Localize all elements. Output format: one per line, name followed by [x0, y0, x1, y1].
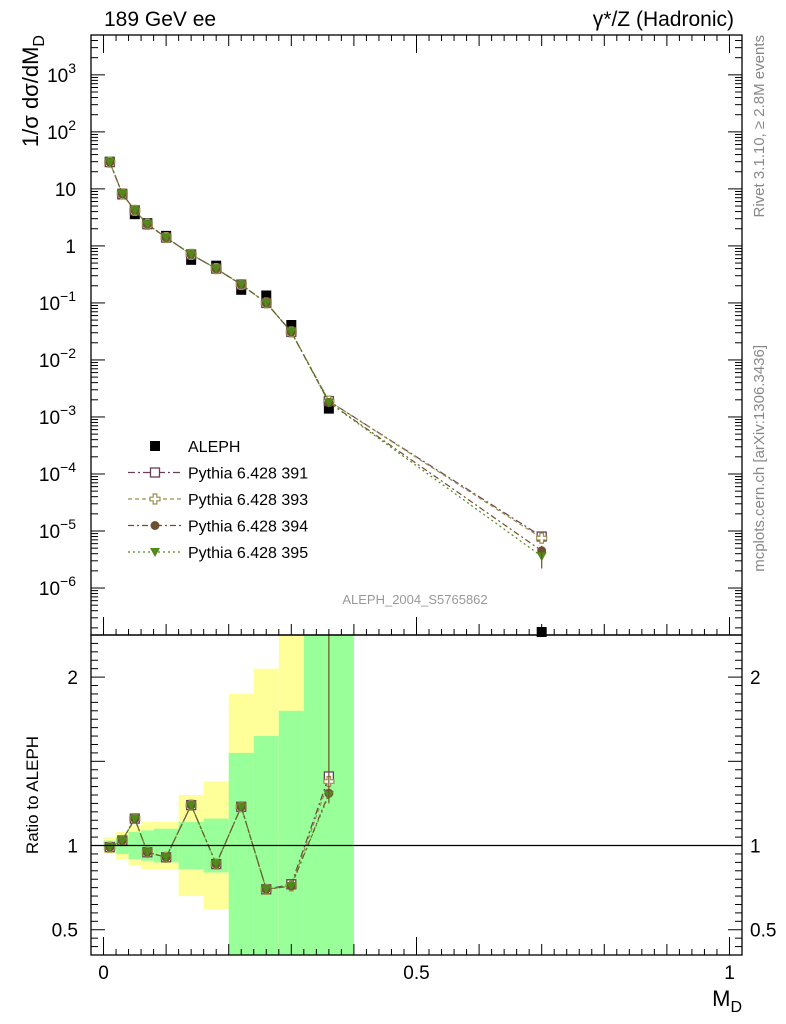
ratio-point-3-9 [286, 881, 297, 891]
band-inner-7 [228, 752, 254, 955]
main-point-3-3 [142, 220, 153, 230]
ratio-point-3-8 [261, 885, 272, 895]
side-label-top: Rivet 3.1.10, ≥ 2.8M events [751, 35, 768, 218]
axis-ticks [90, 34, 743, 956]
x-tick-label: 1 [724, 963, 735, 984]
ratio-point-3-5 [186, 801, 197, 811]
legend-label-2: Pythia 6.428 393 [188, 492, 308, 509]
main-point-3-0 [104, 158, 115, 168]
band-inner-9 [278, 710, 304, 955]
y-axis-label-ratio: Ratio to ALEPH [23, 736, 42, 854]
main-line-3 [109, 161, 543, 557]
main-series-group [104, 156, 548, 637]
x-tick-label: 0 [98, 963, 109, 984]
legend-label-4: Pythia 6.428 395 [188, 545, 308, 562]
main-point-3-9 [286, 327, 297, 337]
ratio-point-3-7 [236, 802, 247, 812]
ratio-point-3-1 [117, 836, 128, 846]
legend-label-1: Pythia 6.428 391 [188, 466, 308, 483]
legend: ALEPH Pythia 6.428 391 Pythia 6.428 393 Pyt… [128, 439, 308, 562]
side-label-bottom: mcplots.cern.ch [arXiv:1306.3436] [751, 345, 768, 572]
x-axis-label: MD [712, 986, 742, 1016]
y-tick-label-main: 10−2 [39, 345, 76, 372]
main-point-1-11 [536, 532, 548, 544]
y-tick-label-ratio-right: 0.5 [750, 921, 776, 942]
main-point-3-6 [211, 264, 222, 274]
legend-label-0: ALEPH [188, 439, 240, 456]
main-line-0 [109, 161, 543, 538]
y-tick-label-main: 103 [47, 60, 76, 87]
legend-marker-4 [150, 548, 160, 557]
ratio-point-3-6 [211, 860, 222, 870]
data-point-9 [286, 320, 297, 331]
y-axis-label-main: 1/σ dσ/dMD [18, 35, 48, 147]
ratio-series-group [91, 635, 742, 895]
legend-marker-3 [150, 521, 160, 530]
legend-label-3: Pythia 6.428 394 [188, 519, 308, 536]
plot-title-right: γ*/Z (Hadronic) [592, 8, 734, 31]
y-tick-label-ratio: 1 [67, 837, 78, 858]
y-tick-label-main: 1 [65, 237, 76, 258]
y-tick-label-main: 10−4 [39, 459, 76, 486]
main-point-3-4 [161, 233, 172, 243]
legend-marker-1 [149, 467, 161, 478]
data-point-8 [261, 290, 272, 301]
ratio-point-3-2 [129, 814, 140, 824]
y-tick-label-ratio-right: 2 [750, 668, 761, 689]
y-tick-label-main: 10−1 [39, 288, 76, 315]
legend-marker-0 [150, 441, 160, 451]
ratio-point-3-3 [142, 848, 153, 858]
main-point-3-1 [117, 189, 128, 199]
main-line-1 [109, 161, 543, 539]
data-point-10 [323, 403, 334, 414]
main-line-2 [109, 161, 543, 552]
ratio-line-3 [109, 794, 330, 890]
x-tick-label: 0.5 [403, 963, 429, 984]
y-tick-label-ratio: 0.5 [52, 921, 78, 942]
y-tick-label-ratio: 2 [67, 668, 78, 689]
main-point-3-5 [186, 250, 197, 260]
main-point-3-8 [261, 298, 272, 308]
y-tick-label-main: 10−3 [39, 402, 76, 429]
ratio-uncertainty-bands [103, 635, 354, 955]
main-point-3-10 [323, 398, 334, 408]
main-point-3-7 [236, 280, 247, 290]
y-tick-label-ratio-right: 1 [750, 837, 761, 858]
analysis-id-label: ALEPH_2004_S5765862 [342, 592, 487, 607]
y-tick-label-main: 10−5 [39, 516, 76, 543]
ratio-point-3-4 [161, 853, 172, 863]
y-tick-label-main: 10 [55, 180, 76, 201]
legend-marker-2 [149, 493, 161, 505]
y-tick-label-main: 102 [47, 117, 76, 144]
main-point-3-2 [129, 206, 140, 216]
y-tick-label-main: 10−6 [39, 573, 76, 600]
plot-title-left: 189 GeV ee [104, 8, 217, 31]
